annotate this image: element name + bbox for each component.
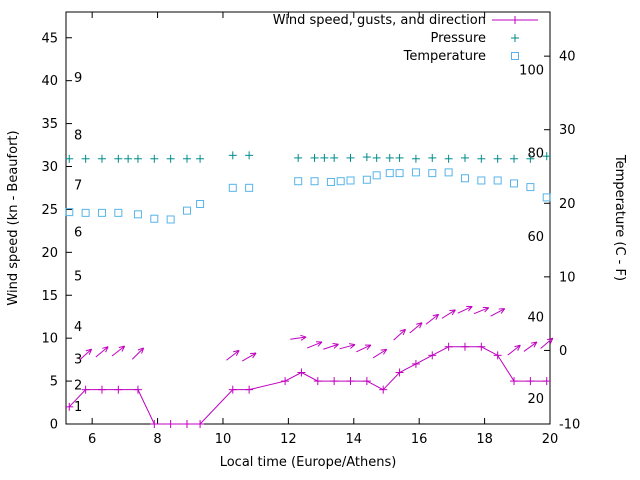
y-left-axis-title: Wind speed (kn - Beaufort) <box>6 130 21 305</box>
svg-text:100: 100 <box>519 63 544 78</box>
svg-text:20: 20 <box>559 197 576 212</box>
svg-text:8: 8 <box>153 432 161 447</box>
svg-text:16: 16 <box>411 432 428 447</box>
svg-text:14: 14 <box>346 432 363 447</box>
legend-marker-square <box>511 52 519 60</box>
gust-arrows-series <box>79 305 554 362</box>
svg-text:-10: -10 <box>559 418 580 433</box>
temperature-series <box>65 168 551 224</box>
svg-text:20: 20 <box>542 432 559 447</box>
svg-text:3: 3 <box>74 353 82 368</box>
svg-text:10: 10 <box>559 270 576 285</box>
svg-text:8: 8 <box>74 129 82 144</box>
pressure-series <box>65 151 551 163</box>
svg-text:6: 6 <box>88 432 96 447</box>
beaufort-scale-labels: 1 2 3 4 5 6 7 8 9 <box>74 71 82 415</box>
svg-text:40: 40 <box>559 50 576 65</box>
svg-text:5: 5 <box>74 269 82 284</box>
svg-text:0: 0 <box>50 418 58 433</box>
legend-marker-line-plus <box>492 16 538 24</box>
svg-text:6: 6 <box>74 226 82 241</box>
svg-text:Temperature: Temperature <box>403 49 486 64</box>
svg-text:10: 10 <box>215 432 232 447</box>
svg-text:10: 10 <box>41 332 58 347</box>
svg-text:18: 18 <box>476 432 493 447</box>
fahrenheit-scale-labels: 20 40 60 80 100 <box>519 63 544 407</box>
y-right-axis-title: Temperature (C - F) <box>612 154 627 281</box>
svg-text:40: 40 <box>527 311 544 326</box>
svg-text:15: 15 <box>41 289 58 304</box>
svg-text:4: 4 <box>74 320 82 335</box>
axis-labels: 6 8 10 12 14 16 18 20051015202530354045-1001020… <box>6 31 627 470</box>
svg-text:2: 2 <box>74 378 82 393</box>
svg-text:1: 1 <box>74 400 82 415</box>
svg-text:25: 25 <box>41 203 58 218</box>
svg-text:12: 12 <box>280 432 297 447</box>
svg-text:7: 7 <box>74 178 82 193</box>
axes <box>65 11 551 425</box>
svg-text:35: 35 <box>41 117 58 132</box>
svg-text:20: 20 <box>41 246 58 261</box>
svg-text:Wind speed, gusts, and directi: Wind speed, gusts, and direction <box>273 13 486 28</box>
svg-text:30: 30 <box>559 123 576 138</box>
svg-text:60: 60 <box>527 230 544 245</box>
x-axis-title: Local time (Europe/Athens) <box>220 455 397 470</box>
svg-text:9: 9 <box>74 71 82 86</box>
svg-text:Pressure: Pressure <box>430 31 486 46</box>
svg-text:40: 40 <box>41 74 58 89</box>
svg-text:5: 5 <box>50 375 58 390</box>
svg-text:30: 30 <box>41 160 58 175</box>
svg-text:0: 0 <box>559 344 567 359</box>
wind-speed-series <box>65 342 551 428</box>
legend: Wind speed, gusts, and direction Pressure… <box>273 13 538 64</box>
svg-text:45: 45 <box>41 31 58 46</box>
svg-text:20: 20 <box>527 392 544 407</box>
svg-text:80: 80 <box>527 147 544 162</box>
legend-marker-plus <box>511 34 519 42</box>
